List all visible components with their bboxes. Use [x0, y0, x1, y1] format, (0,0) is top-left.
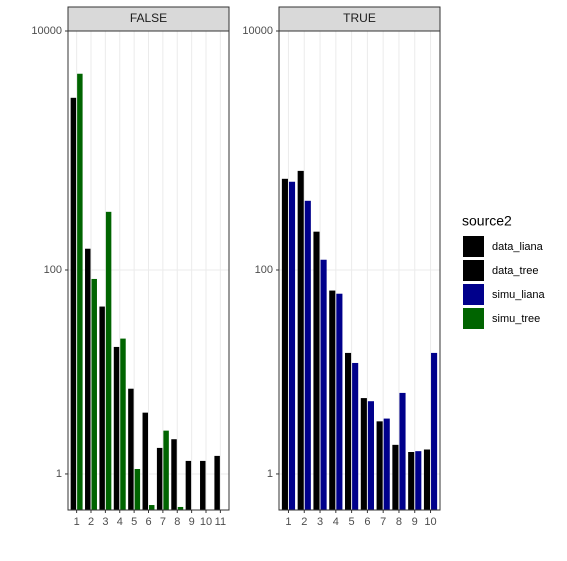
x-tick-label: 1	[74, 516, 80, 528]
strip-label: TRUE	[343, 11, 376, 25]
bar	[383, 418, 390, 510]
panel-border	[278, 30, 441, 511]
legend-label: data_liana	[492, 241, 544, 253]
x-tick-label: 10	[200, 516, 212, 528]
x-tick-label: 4	[117, 516, 123, 528]
bar	[415, 451, 422, 510]
bar	[200, 460, 206, 510]
bar	[91, 278, 97, 510]
bar	[185, 460, 192, 510]
legend-title: source2	[462, 213, 512, 229]
bar	[120, 338, 126, 510]
panel-border	[67, 30, 230, 511]
bar	[423, 449, 431, 510]
bar	[99, 306, 105, 510]
bar	[105, 211, 112, 511]
x-tick-label: 11	[215, 516, 226, 528]
x-tick-label: 3	[317, 516, 323, 528]
bar	[70, 97, 77, 510]
bar	[313, 231, 320, 510]
x-tick-label: 7	[160, 516, 166, 528]
bar	[113, 346, 120, 510]
x-tick-label: 9	[189, 516, 195, 528]
strip	[278, 6, 441, 32]
x-tick-label: 1	[285, 516, 291, 528]
y-tick-label: 100	[44, 264, 62, 276]
bar	[85, 248, 91, 511]
bar	[214, 455, 220, 510]
y-tick-label: 100	[255, 264, 273, 276]
y-tick-label: 10000	[31, 25, 62, 37]
legend-label: simu_tree	[492, 313, 540, 325]
x-tick-label: 9	[412, 516, 418, 528]
bar	[392, 444, 399, 510]
legend-key	[463, 308, 484, 329]
x-tick-label: 5	[131, 516, 137, 528]
x-tick-label: 6	[364, 516, 370, 528]
bar	[408, 452, 415, 510]
bar	[304, 200, 311, 510]
bar	[281, 178, 288, 510]
bar	[360, 398, 367, 510]
bar	[177, 506, 184, 510]
bar	[336, 293, 343, 510]
bar	[431, 352, 438, 510]
x-tick-label: 6	[145, 516, 151, 528]
bar	[171, 439, 177, 510]
bar	[163, 430, 169, 510]
x-tick-label: 7	[380, 516, 386, 528]
y-tick-label: 1	[267, 468, 273, 480]
legend-label: simu_liana	[492, 289, 545, 301]
legend-label: data_tree	[492, 265, 538, 277]
bar	[329, 290, 336, 510]
bar	[345, 352, 352, 510]
x-tick-label: 3	[102, 516, 108, 528]
bar	[399, 392, 406, 510]
legend-key	[463, 260, 484, 281]
x-tick-label: 2	[301, 516, 307, 528]
strip-label: FALSE	[130, 11, 167, 25]
x-tick-label: 8	[396, 516, 402, 528]
x-tick-label: 10	[424, 516, 436, 528]
legend-key	[463, 236, 484, 257]
legend-key	[463, 284, 484, 305]
bar	[142, 412, 148, 510]
bar	[77, 73, 83, 510]
y-tick-label: 1	[56, 468, 62, 480]
x-tick-label: 5	[349, 516, 355, 528]
bar	[156, 447, 163, 510]
x-tick-label: 8	[174, 516, 180, 528]
bar	[320, 259, 327, 510]
strip	[67, 6, 230, 32]
bar	[376, 421, 383, 510]
x-tick-label: 4	[333, 516, 339, 528]
x-tick-label: 2	[88, 516, 94, 528]
bar	[288, 181, 296, 510]
bar	[352, 362, 359, 510]
bar	[128, 388, 134, 510]
bar	[367, 401, 374, 510]
bar	[149, 505, 155, 510]
bar	[297, 170, 304, 511]
bar	[134, 468, 141, 510]
y-tick-label: 10000	[242, 25, 273, 37]
